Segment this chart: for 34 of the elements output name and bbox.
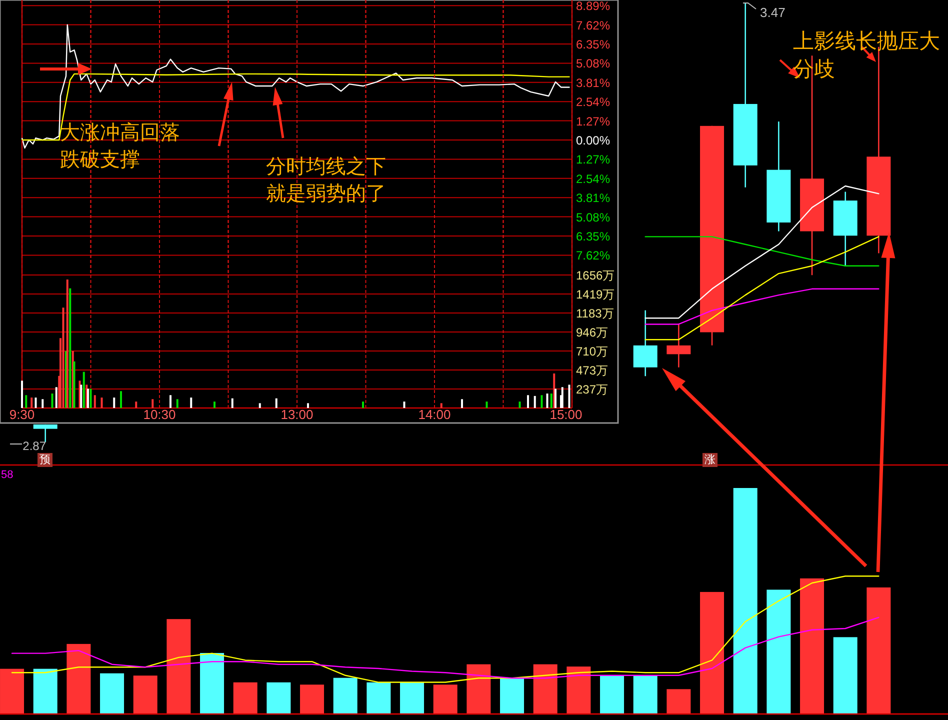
y-tick-label: 7.62% xyxy=(576,248,610,263)
y-tick-label: 5.08% xyxy=(576,56,610,71)
y-tick-label: 1183万 xyxy=(576,306,614,320)
y-tick-label: 3.81% xyxy=(576,76,610,90)
annotation: 分时均线之下 xyxy=(266,156,386,178)
y-tick-label: 710万 xyxy=(576,344,608,358)
y-tick-label: 2.54% xyxy=(576,172,610,186)
y-tick-label: 1.27% xyxy=(576,152,610,167)
annotation: 2.87 xyxy=(22,439,46,453)
y-tick-label: 7.62% xyxy=(576,18,610,32)
text: 预 xyxy=(40,454,50,466)
y-tick-label: 237万 xyxy=(576,382,608,396)
x-tick-label: 15:00 xyxy=(550,407,582,422)
annotation: 大涨冲高回落 xyxy=(60,121,180,144)
y-tick-label: 473万 xyxy=(576,364,608,378)
y-tick-label: 8.89% xyxy=(576,0,610,14)
y-tick-label: 3.81% xyxy=(576,191,610,206)
annotation: 3.47 xyxy=(760,5,786,20)
y-tick-label: 946万 xyxy=(576,326,608,340)
x-tick-label: 14:00 xyxy=(418,407,451,422)
y-tick-label: 1656万 xyxy=(576,268,615,282)
y-tick-label: 2.54% xyxy=(576,95,610,110)
y-tick-label: 1419万 xyxy=(576,288,615,302)
x-tick-label: 10:30 xyxy=(143,407,176,422)
y-tick-label: 5.08% xyxy=(576,210,610,224)
text: 涨 xyxy=(704,454,716,466)
x-tick-label: 9:30 xyxy=(9,407,35,422)
text: 58 xyxy=(1,469,14,481)
y-tick-label: 6.35% xyxy=(576,38,610,52)
y-tick-label: 1.27% xyxy=(576,114,610,128)
x-tick-label: 13:00 xyxy=(280,407,314,422)
y-tick-label: 6.35% xyxy=(576,230,610,244)
annotation: 上影线长抛压大 xyxy=(793,30,940,53)
y-tick-label: 0.00% xyxy=(576,134,610,148)
